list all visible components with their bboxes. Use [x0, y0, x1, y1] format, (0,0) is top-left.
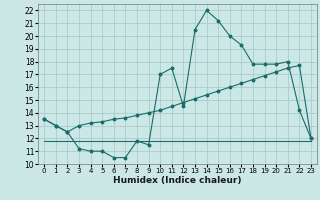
X-axis label: Humidex (Indice chaleur): Humidex (Indice chaleur) [113, 176, 242, 185]
